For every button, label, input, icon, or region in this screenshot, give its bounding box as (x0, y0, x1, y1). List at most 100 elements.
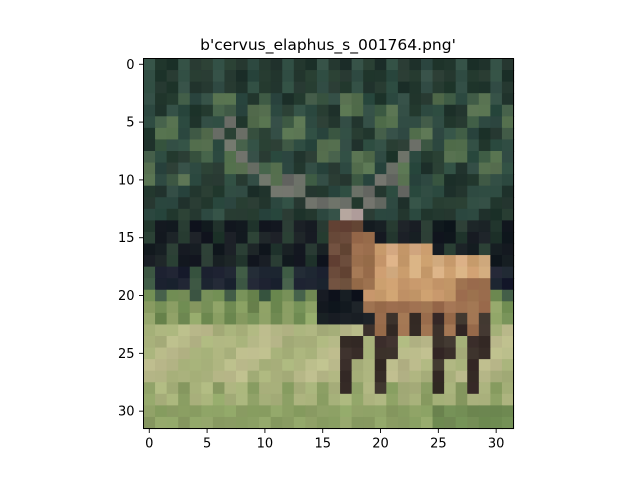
image-pixel (328, 70, 341, 83)
image-pixel (455, 324, 468, 337)
image-pixel (397, 359, 411, 372)
image-pixel (478, 81, 491, 94)
image-pixel (155, 185, 168, 198)
image-pixel (143, 81, 156, 94)
image-pixel (282, 289, 295, 302)
image-pixel (340, 347, 353, 360)
image-pixel (478, 370, 491, 383)
image-pixel (201, 58, 214, 71)
image-pixel (236, 382, 249, 395)
image-pixel (455, 116, 468, 129)
image-pixel (316, 208, 330, 221)
image-pixel (490, 104, 503, 117)
image-pixel (386, 382, 399, 395)
image-pixel (386, 104, 399, 117)
image-pixel (363, 127, 376, 141)
image-pixel (467, 405, 480, 418)
image-pixel (409, 220, 422, 233)
image-pixel (201, 197, 214, 210)
image-pixel (224, 231, 237, 245)
image-pixel (421, 231, 434, 245)
image-pixel (397, 104, 411, 117)
image-pixel (282, 231, 295, 245)
image-pixel (363, 359, 376, 372)
image-pixel (432, 405, 445, 418)
image-pixel (478, 231, 491, 245)
image-pixel (293, 336, 306, 349)
x-tick-label: 30 (488, 437, 505, 452)
image-pixel (224, 162, 237, 175)
image-pixel (201, 220, 214, 233)
image-pixel (409, 174, 422, 187)
image-pixel (328, 289, 341, 302)
image-pixel (201, 382, 214, 395)
image-pixel (305, 347, 318, 360)
image-pixel (293, 289, 306, 302)
image-pixel (421, 393, 434, 406)
image-pixel (270, 312, 283, 326)
image-pixel (305, 405, 318, 418)
image-pixel (270, 104, 283, 117)
image-pixel (224, 243, 237, 256)
image-pixel (409, 359, 422, 372)
image-pixel (259, 370, 272, 383)
image-pixel (305, 81, 318, 94)
image-pixel (143, 116, 156, 129)
image-pixel (386, 174, 399, 187)
image-pixel (282, 266, 295, 279)
image-pixel (455, 266, 468, 279)
image-pixel (282, 370, 295, 383)
image-pixel (282, 104, 295, 117)
image-pixel (293, 405, 306, 418)
image-pixel (490, 197, 503, 210)
image-pixel (421, 139, 434, 152)
image-pixel (374, 151, 387, 164)
image-pixel (236, 231, 249, 245)
image-pixel (386, 301, 399, 314)
image-pixel (501, 405, 515, 418)
image-pixel (143, 359, 156, 372)
image-pixel (189, 81, 202, 94)
image-pixel (501, 197, 515, 210)
image-pixel (478, 393, 491, 406)
image-pixel (224, 70, 237, 83)
image-pixel (421, 197, 434, 210)
image-pixel (386, 312, 399, 326)
image-pixel (409, 162, 422, 175)
image-pixel (282, 151, 295, 164)
image-pixel (189, 370, 202, 383)
image-pixel (178, 359, 191, 372)
image-pixel (467, 255, 480, 268)
image-pixel (340, 382, 353, 395)
image-pixel (155, 359, 168, 372)
image-pixel (374, 301, 387, 314)
image-pixel (351, 93, 364, 106)
image-pixel (340, 174, 353, 187)
image-pixel (432, 347, 445, 360)
image-pixel (189, 197, 202, 210)
image-pixel (189, 231, 202, 245)
image-pixel (478, 312, 491, 326)
image-pixel (397, 416, 411, 430)
image-pixel (224, 220, 237, 233)
image-pixel (363, 185, 376, 198)
image-pixel (340, 93, 353, 106)
image-pixel (444, 359, 457, 372)
image-pixel (351, 162, 364, 175)
image-pixel (455, 185, 468, 198)
image-pixel (455, 197, 468, 210)
image-pixel (386, 197, 399, 210)
image-pixel (501, 324, 515, 337)
image-pixel (270, 185, 283, 198)
image-pixel (166, 347, 179, 360)
image-pixel (282, 116, 295, 129)
x-tick-label: 5 (203, 437, 211, 452)
x-tick-label: 0 (145, 437, 153, 452)
image-pixel (501, 58, 515, 71)
image-pixel (374, 139, 387, 152)
image-pixel (374, 370, 387, 383)
image-pixel (212, 93, 226, 106)
image-pixel (363, 289, 376, 302)
image-pixel (259, 174, 272, 187)
image-pixel (316, 58, 330, 71)
